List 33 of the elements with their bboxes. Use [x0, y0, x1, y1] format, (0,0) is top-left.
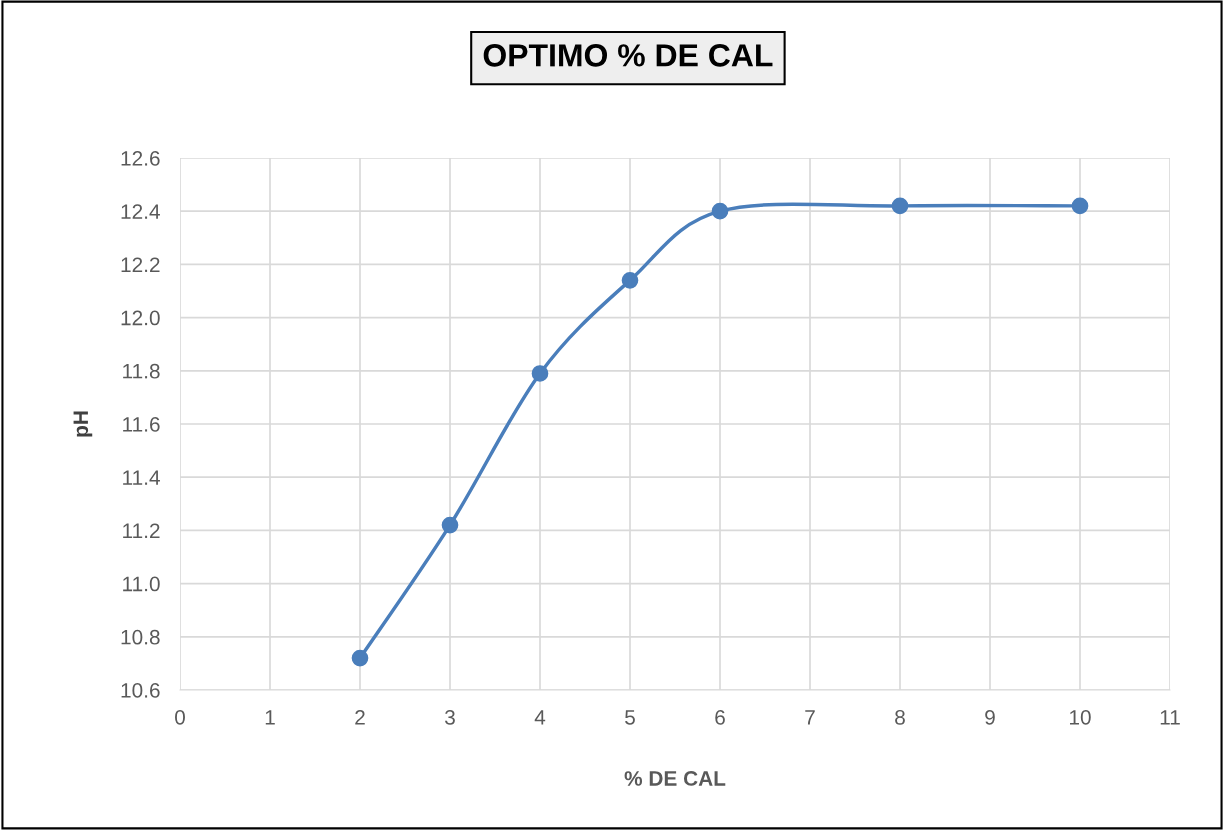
y-tick-label: 11.2: [123, 523, 160, 538]
x-tick-label: 7: [805, 710, 815, 725]
x-tick-label: 2: [355, 709, 365, 725]
x-tick-label: 0: [175, 709, 185, 725]
y-tick-label: 11.8: [123, 363, 160, 379]
x-axis-title: % DE CAL: [624, 771, 726, 786]
x-tick-label: 6: [715, 709, 725, 725]
x-tick-label: 1: [265, 710, 275, 725]
point: [891, 197, 909, 215]
point: [441, 516, 459, 534]
y-tick-label: 12.2: [121, 257, 160, 272]
x-tick-label: 3: [445, 709, 455, 725]
point: [621, 272, 639, 289]
chart-title: OPTIMO % DE CAL: [483, 44, 773, 67]
y-tick-label: 12.0: [121, 310, 160, 326]
x-tick-label: 10: [1070, 709, 1091, 725]
y-tick-label: 11.6: [123, 417, 160, 432]
point: [351, 649, 369, 667]
y-tick-label: 12.4: [121, 204, 160, 219]
x-tick-label: 11: [1160, 710, 1180, 725]
y-tick-label: 12.6: [121, 151, 160, 166]
y-axis-title: pH: [73, 411, 93, 437]
x-tick-label: 4: [534, 710, 546, 725]
y-tick-label: 11.0: [123, 576, 160, 592]
x-tick-label: 9: [985, 709, 995, 725]
x-tick-label: 8: [895, 709, 905, 725]
y-tick-label: 10.6: [121, 683, 160, 698]
point: [711, 202, 729, 220]
y-tick-label: 11.4: [123, 470, 160, 485]
y-tick-label: 10.8: [121, 629, 160, 645]
x-tick-label: 5: [625, 710, 635, 725]
point: [1071, 197, 1089, 215]
point: [531, 365, 549, 382]
